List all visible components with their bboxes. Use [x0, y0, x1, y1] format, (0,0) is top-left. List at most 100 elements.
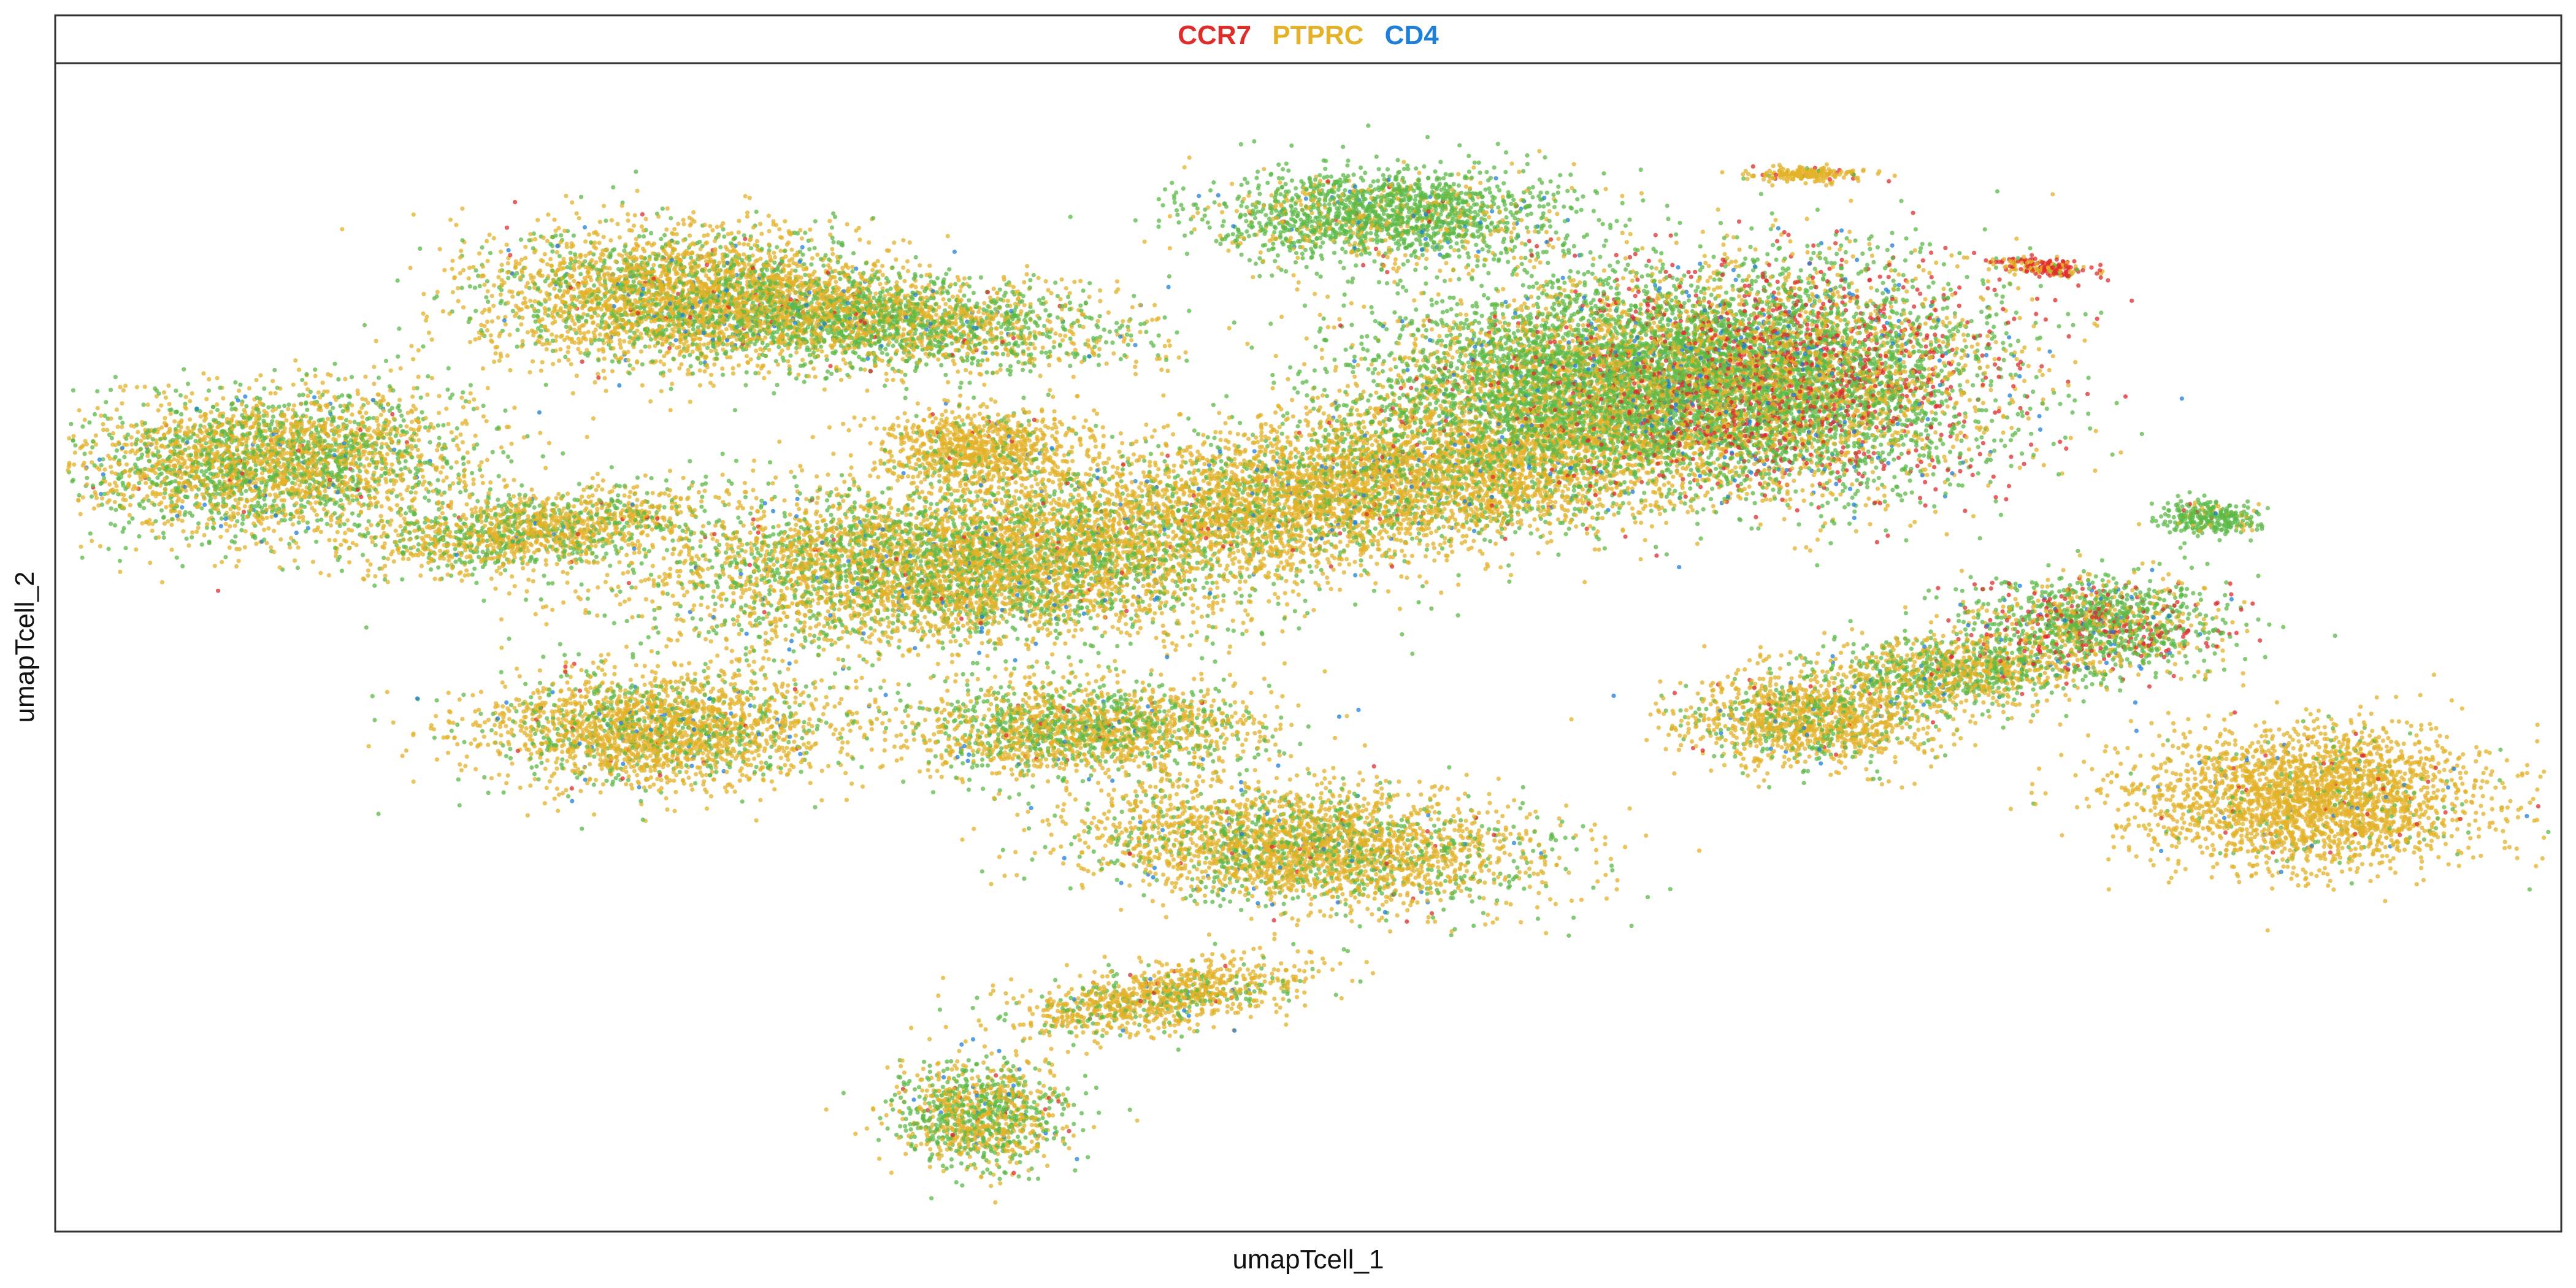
- cell-point: [296, 545, 301, 550]
- cell-point: [309, 401, 314, 406]
- cell-point: [427, 480, 432, 486]
- cell-point: [643, 473, 648, 478]
- cell-point: [118, 569, 123, 574]
- cell-point: [125, 432, 130, 437]
- cell-point: [610, 369, 615, 374]
- cell-point: [391, 481, 397, 486]
- cell-point: [411, 212, 416, 217]
- cell-point: [454, 443, 459, 448]
- cell-point: [155, 483, 159, 488]
- cell-point: [158, 437, 163, 442]
- cell-point: [554, 518, 559, 523]
- cell-point: [567, 560, 572, 565]
- cell-point: [432, 543, 437, 548]
- cell-point: [363, 477, 368, 482]
- cell-point: [159, 471, 164, 476]
- cell-point: [374, 401, 378, 405]
- cell-point: [416, 427, 421, 432]
- cell-point: [459, 578, 464, 583]
- cell-point: [375, 523, 380, 527]
- cell-point: [445, 526, 450, 531]
- cell-point: [335, 558, 340, 562]
- cell-point: [109, 464, 113, 469]
- cell-point: [485, 386, 490, 391]
- cell-point: [521, 507, 527, 512]
- cell-point: [207, 431, 212, 437]
- cell-point: [379, 466, 385, 472]
- cell-point: [216, 588, 221, 593]
- cell-point: [308, 501, 313, 506]
- cell-point: [611, 185, 616, 190]
- cell-point: [182, 459, 187, 464]
- cell-point: [310, 559, 315, 564]
- cell-point: [272, 499, 277, 504]
- cell-point: [384, 461, 389, 467]
- cell-point: [442, 556, 447, 561]
- cell-point: [517, 493, 522, 497]
- cell-point: [249, 424, 254, 430]
- cell-point: [450, 555, 454, 560]
- strip-label-cd4: CD4: [1385, 20, 1439, 50]
- cell-point: [334, 460, 340, 465]
- cell-point: [505, 261, 510, 266]
- cell-point: [145, 402, 150, 407]
- cell-point: [136, 470, 140, 476]
- cell-point: [172, 457, 177, 462]
- cell-point: [375, 416, 380, 421]
- cell-point: [80, 495, 85, 500]
- cell-point: [397, 460, 402, 466]
- cell-point: [654, 525, 659, 530]
- cell-point: [152, 502, 157, 507]
- cell-point: [337, 471, 342, 476]
- cell-point: [296, 467, 301, 472]
- cell-point: [289, 452, 294, 457]
- cell-point: [421, 474, 426, 479]
- cell-point: [161, 390, 167, 395]
- cell-point: [199, 469, 204, 474]
- cell-point: [667, 516, 672, 521]
- cell-point: [358, 509, 364, 515]
- cell-point: [332, 453, 337, 458]
- cell-point: [632, 546, 637, 551]
- cell-point: [461, 461, 466, 467]
- cell-point: [499, 520, 504, 525]
- cell-point: [318, 472, 323, 477]
- cell-point: [505, 506, 510, 512]
- cell-point: [253, 413, 258, 418]
- cell-point: [92, 412, 98, 417]
- cell-point: [97, 457, 102, 462]
- strip-legend: CCR7 PTPRC CD4: [1178, 20, 1439, 50]
- cell-point: [456, 472, 461, 477]
- cell-point: [196, 487, 201, 492]
- cell-point: [71, 434, 76, 439]
- cell-point: [180, 499, 185, 504]
- cell-point: [226, 420, 231, 426]
- cell-point: [146, 467, 151, 472]
- cell-point: [416, 454, 421, 459]
- cell-point: [634, 524, 639, 529]
- cell-point: [607, 503, 612, 508]
- cell-point: [358, 427, 363, 432]
- cell-point: [280, 431, 285, 436]
- cell-point: [535, 538, 540, 543]
- cell-point: [457, 558, 462, 562]
- cell-point: [626, 542, 631, 547]
- cell-point: [183, 488, 188, 493]
- cell-point: [88, 450, 93, 455]
- cell-point: [259, 442, 264, 447]
- cell-point: [182, 367, 186, 372]
- cell-point: [506, 545, 511, 550]
- cell-point: [169, 523, 174, 527]
- cell-point: [543, 512, 548, 518]
- cell-point: [554, 496, 559, 500]
- cell-point: [736, 515, 741, 520]
- cell-point: [185, 440, 190, 445]
- cell-point: [76, 497, 81, 502]
- cell-point: [294, 540, 299, 545]
- cell-point: [207, 377, 212, 382]
- cell-point: [575, 519, 580, 524]
- cell-point: [499, 249, 504, 254]
- cell-point: [161, 535, 166, 540]
- cell-point: [164, 422, 169, 427]
- cell-point: [262, 537, 267, 542]
